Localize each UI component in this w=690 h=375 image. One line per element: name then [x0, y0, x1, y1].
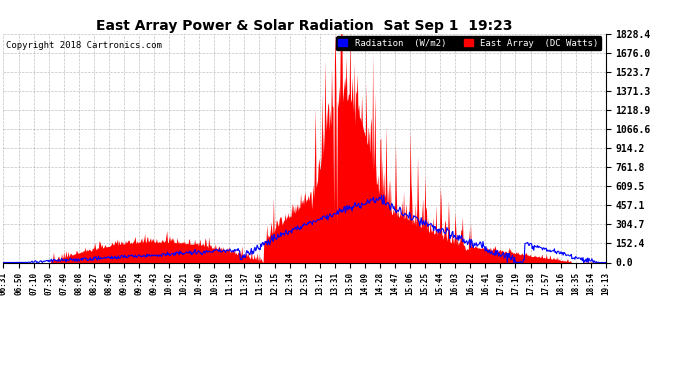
Title: East Array Power & Solar Radiation  Sat Sep 1  19:23: East Array Power & Solar Radiation Sat S… — [97, 19, 513, 33]
Text: Copyright 2018 Cartronics.com: Copyright 2018 Cartronics.com — [6, 40, 162, 50]
Legend: Radiation  (W/m2), East Array  (DC Watts): Radiation (W/m2), East Array (DC Watts) — [336, 36, 601, 50]
